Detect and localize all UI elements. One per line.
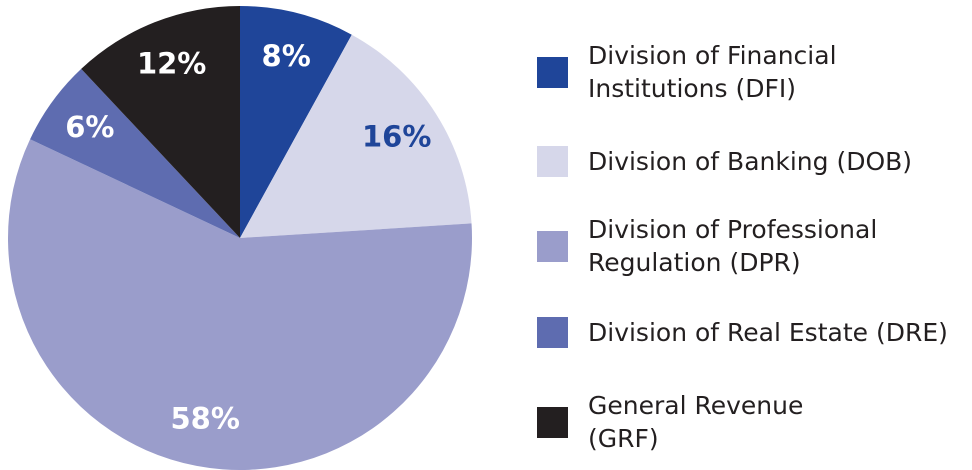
legend-swatch	[537, 146, 568, 177]
slice-label: 6%	[65, 110, 114, 144]
legend-item: Division of Financial Institutions (DFI)	[537, 39, 837, 105]
pie-slice	[7, 139, 473, 470]
pie-chart: 8% 16% 58% 6% 12%	[7, 6, 473, 470]
legend-label: Division of Real Estate (DRE)	[588, 318, 948, 347]
legend-swatch	[537, 406, 568, 438]
pie-slice	[240, 34, 472, 238]
pie-slice	[30, 68, 240, 239]
slice-label: 12%	[137, 46, 206, 80]
legend-swatch	[537, 317, 568, 348]
slice-label: 8%	[262, 39, 311, 73]
pie-slice	[81, 6, 240, 238]
legend-item: General Revenue (GRF)	[537, 389, 803, 455]
slice-label: 16%	[362, 120, 431, 154]
legend-label: Division of Banking (DOB)	[588, 147, 913, 176]
legend-item: Division of Professional Regulation (DPR…	[537, 213, 877, 279]
legend-label: Division of Professional Regulation (DPR…	[588, 215, 878, 277]
legend-item: Division of Banking (DOB)	[537, 145, 912, 178]
legend-swatch	[537, 56, 568, 88]
slice-label: 58%	[171, 401, 240, 435]
pie-slice	[240, 6, 352, 238]
legend-label: Division of Financial Institutions (DFI)	[588, 41, 837, 103]
legend-item: Division of Real Estate (DRE)	[537, 316, 948, 349]
legend-swatch	[537, 230, 568, 262]
legend-label: General Revenue (GRF)	[588, 391, 804, 453]
